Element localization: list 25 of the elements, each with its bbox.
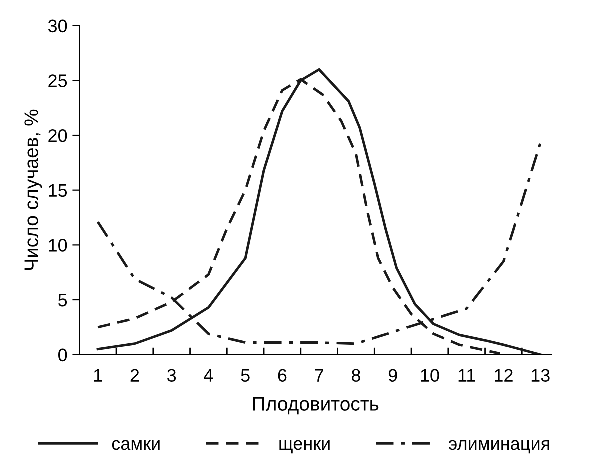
x-tick-label: 9 <box>388 369 398 382</box>
y-tick-label: 5 <box>58 294 68 307</box>
legend-label: щенки <box>280 440 330 454</box>
x-tick-label: 1 <box>94 369 102 382</box>
y-tick-label: 0 <box>58 348 68 362</box>
legend-label: самки <box>112 440 160 450</box>
x-tick-label: 6 <box>278 369 287 382</box>
y-tick-label: 15 <box>49 184 68 198</box>
x-axis-title: Плодовитость <box>253 397 379 415</box>
x-tick-label: 7 <box>315 369 324 382</box>
x-tick-label: 2 <box>130 369 140 382</box>
x-tick-label: 13 <box>532 369 550 382</box>
x-tick-label: 11 <box>458 369 476 382</box>
x-tick-label: 12 <box>495 369 513 382</box>
y-tick-label: 25 <box>48 74 68 88</box>
y-tick-label: 20 <box>48 129 68 142</box>
x-tick-label: 5 <box>241 369 250 382</box>
y-tick-label: 10 <box>49 239 68 252</box>
x-tick-label: 4 <box>204 369 214 382</box>
legend-label: элиминация <box>448 440 550 454</box>
y-tick-label: 30 <box>48 20 68 33</box>
x-tick-label: 10 <box>421 369 440 382</box>
x-tick-label: 3 <box>168 369 176 382</box>
y-axis-title: Число случаев, % <box>24 110 42 270</box>
x-tick-label: 8 <box>352 369 360 382</box>
